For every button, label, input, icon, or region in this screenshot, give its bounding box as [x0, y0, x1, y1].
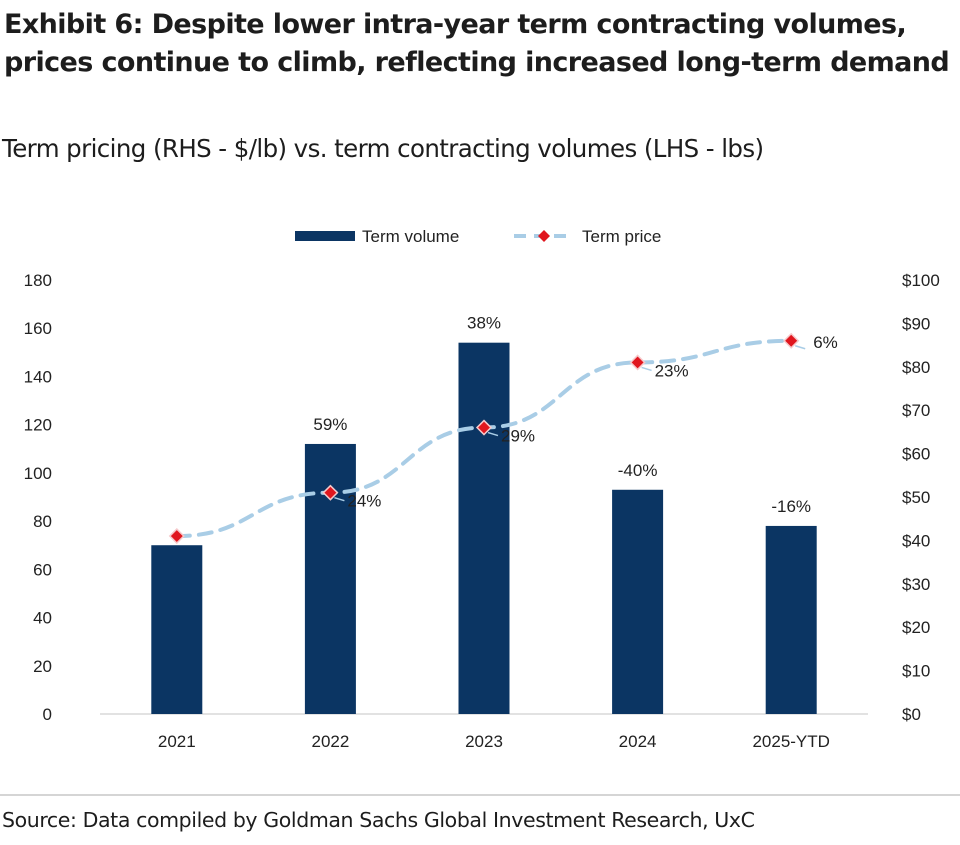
- legend: Term volume Term price: [295, 227, 661, 246]
- price-label-leader: [794, 345, 806, 350]
- right-axis-tick-label: $70: [902, 401, 930, 420]
- left-axis-tick-label: 20: [33, 657, 52, 676]
- term-price-marker: [322, 484, 339, 501]
- bar-term-volume: [458, 342, 510, 714]
- left-axis-tick-label: 80: [33, 512, 52, 531]
- right-axis-tick-label: $50: [902, 488, 930, 507]
- legend-label-term-volume: Term volume: [362, 227, 459, 246]
- bar-term-volume: [304, 443, 356, 714]
- left-axis-tick-label: 0: [43, 705, 52, 724]
- term-price-marker: [168, 527, 185, 545]
- price-data-label: 23%: [655, 361, 689, 380]
- right-axis-tick-label: $40: [902, 531, 930, 550]
- right-axis-tick-label: $60: [902, 445, 930, 464]
- term-price-marker: [783, 332, 800, 349]
- bar-series-term-volume: [151, 342, 817, 714]
- price-data-label: 6%: [813, 333, 838, 352]
- x-axis-tick-label: 2024: [619, 732, 657, 751]
- source-note: Source: Data compiled by Goldman Sachs G…: [2, 808, 755, 832]
- legend-swatch-term-price-marker: [538, 230, 550, 242]
- left-axis-tick-label: 100: [24, 464, 52, 483]
- bar-data-label: -16%: [771, 497, 811, 516]
- right-axis-tick-label: $80: [902, 358, 930, 377]
- left-axis-tick-label: 40: [33, 609, 52, 628]
- bar-term-volume: [765, 525, 817, 714]
- left-axis: 0 20 40 60 80 100 120 140 160 180: [24, 271, 52, 724]
- price-label-leader: [487, 431, 499, 437]
- term-price-marker: [475, 419, 493, 436]
- x-axis-tick-label: 2023: [465, 732, 503, 751]
- x-axis: 2021 2022 2023 2024 2025-YTD: [158, 732, 830, 751]
- bar-data-label: -40%: [618, 461, 658, 480]
- bar-data-labels: 59% 38% -40% -16%: [313, 314, 811, 516]
- footer-divider: [0, 794, 960, 796]
- right-axis-tick-label: $90: [902, 314, 930, 333]
- line-series-term-price: 24% 29% 23% 6%: [168, 332, 838, 545]
- bar-data-label: 59%: [313, 415, 347, 434]
- right-axis: $0 $10 $20 $30 $40 $50 $60 $70 $80 $90 $100: [902, 271, 940, 724]
- price-data-label: 29%: [501, 427, 535, 446]
- chart-subtitle: Term pricing (RHS - $/lb) vs. term contr…: [2, 134, 764, 163]
- chart-title: Exhibit 6: Despite lower intra-year term…: [4, 9, 950, 78]
- x-axis-tick-label: 2022: [311, 732, 349, 751]
- left-axis-tick-label: 120: [24, 416, 52, 435]
- legend-label-term-price: Term price: [582, 227, 661, 246]
- left-axis-tick-label: 180: [24, 271, 52, 290]
- left-axis-tick-label: 140: [24, 367, 52, 386]
- price-data-label: 24%: [347, 492, 381, 511]
- bar-data-label: 38%: [467, 314, 501, 333]
- right-axis-tick-label: $20: [902, 618, 930, 637]
- bar-term-volume: [612, 489, 664, 714]
- term-price-marker: [629, 354, 646, 371]
- price-label-leader: [334, 496, 345, 502]
- legend-swatch-term-volume: [295, 231, 355, 241]
- combo-chart: Term volume Term price 0 20 40 60 80 100 120 14…: [24, 227, 940, 751]
- bar-term-volume: [151, 545, 203, 714]
- right-axis-tick-label: $0: [902, 705, 921, 724]
- x-axis-tick-label: 2025-YTD: [752, 732, 829, 751]
- left-axis-tick-label: 60: [33, 560, 52, 579]
- price-label-leader: [641, 366, 652, 372]
- right-axis-tick-label: $100: [902, 271, 940, 290]
- right-axis-tick-label: $30: [902, 575, 930, 594]
- x-axis-tick-label: 2021: [158, 732, 196, 751]
- right-axis-tick-label: $10: [902, 662, 930, 681]
- left-axis-tick-label: 160: [24, 319, 52, 338]
